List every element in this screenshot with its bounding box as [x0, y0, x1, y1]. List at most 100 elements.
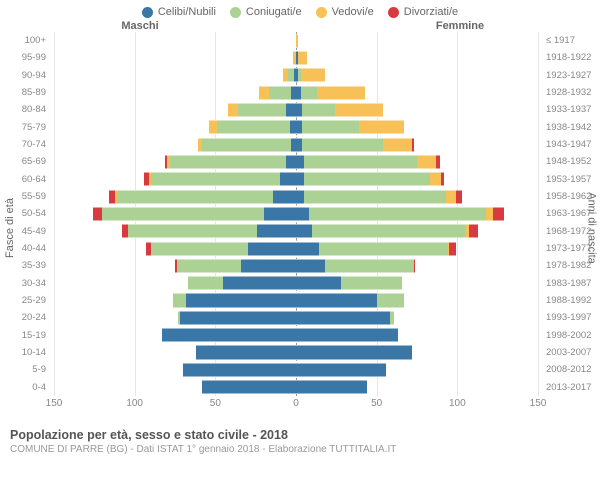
pyramid-row [54, 49, 538, 66]
seg-married [312, 224, 465, 238]
bar-female [296, 120, 538, 134]
bar-female [296, 51, 538, 65]
seg-married [304, 190, 446, 204]
pyramid-row [54, 379, 538, 396]
seg-divorced [414, 259, 416, 273]
y-labels-birth: ≤ 19171918-19221923-19271928-19321933-19… [542, 32, 600, 396]
pyramid-row [54, 292, 538, 309]
seg-single [286, 155, 296, 169]
seg-single [296, 345, 412, 359]
seg-divorced [436, 155, 439, 169]
bar-female [296, 345, 538, 359]
seg-single [264, 207, 296, 221]
seg-married [238, 103, 286, 117]
x-tick-label: 150 [46, 398, 63, 409]
seg-divorced [449, 242, 455, 256]
bar-male [54, 311, 296, 325]
birth-label: 2013-2017 [546, 379, 600, 396]
birth-label: 1993-1997 [546, 309, 600, 326]
age-label: 30-34 [0, 275, 46, 292]
age-label: 10-14 [0, 344, 46, 361]
seg-married [173, 293, 186, 307]
bar-female [296, 293, 538, 307]
age-label: 35-39 [0, 257, 46, 274]
pyramid-row [54, 309, 538, 326]
bar-female [296, 242, 538, 256]
seg-divorced [441, 172, 444, 186]
seg-married [309, 207, 486, 221]
bar-female [296, 328, 538, 342]
seg-single [286, 103, 296, 117]
legend-swatch [230, 7, 241, 18]
pyramid-row [54, 188, 538, 205]
seg-widowed [417, 155, 436, 169]
birth-label: 1958-1962 [546, 188, 600, 205]
age-label: 60-64 [0, 171, 46, 188]
bar-female [296, 34, 538, 48]
seg-married [341, 276, 402, 290]
seg-widowed [209, 120, 217, 134]
x-tick-label: 0 [293, 398, 299, 409]
bar-male [54, 155, 296, 169]
seg-married [128, 224, 257, 238]
x-tick-label: 50 [210, 398, 221, 409]
bar-male [54, 345, 296, 359]
x-tick-label: 100 [449, 398, 466, 409]
birth-label: 1943-1947 [546, 136, 600, 153]
x-axis-labels: 15010050050100150 [54, 398, 538, 412]
bar-male [54, 259, 296, 273]
seg-divorced [412, 138, 414, 152]
birth-label: ≤ 1917 [546, 32, 600, 49]
bar-male [54, 328, 296, 342]
legend-label: Coniugati/e [246, 6, 302, 18]
seg-divorced [469, 224, 479, 238]
seg-single [296, 328, 398, 342]
bar-female [296, 103, 538, 117]
x-tick-label: 150 [530, 398, 547, 409]
bar-female [296, 311, 538, 325]
bar-male [54, 293, 296, 307]
seg-single [223, 276, 296, 290]
birth-label: 1963-1967 [546, 205, 600, 222]
legend-item: Celibi/Nubili [142, 6, 216, 18]
pyramid-row [54, 101, 538, 118]
legend-label: Divorziati/e [404, 6, 458, 18]
birth-label: 1928-1932 [546, 84, 600, 101]
legend-item: Divorziati/e [388, 6, 458, 18]
seg-widowed [383, 138, 412, 152]
age-label: 45-49 [0, 223, 46, 240]
bar-female [296, 190, 538, 204]
birth-label: 1948-1952 [546, 153, 600, 170]
seg-single [273, 190, 296, 204]
birth-label: 1983-1987 [546, 275, 600, 292]
pyramid-row [54, 257, 538, 274]
seg-single [296, 276, 341, 290]
seg-single [296, 190, 304, 204]
seg-widowed [228, 103, 238, 117]
seg-married [117, 190, 273, 204]
age-label: 100+ [0, 32, 46, 49]
y-labels-age: 100+95-9990-9485-8980-8475-7970-7465-696… [0, 32, 50, 396]
age-label: 65-69 [0, 153, 46, 170]
seg-single [280, 172, 296, 186]
seg-single [296, 207, 309, 221]
bar-male [54, 120, 296, 134]
legend-label: Celibi/Nubili [158, 6, 216, 18]
seg-single [257, 224, 296, 238]
legend-swatch [316, 7, 327, 18]
age-label: 80-84 [0, 101, 46, 118]
age-label: 70-74 [0, 136, 46, 153]
birth-label: 1953-1957 [546, 171, 600, 188]
seg-single [296, 224, 312, 238]
bar-male [54, 207, 296, 221]
age-label: 55-59 [0, 188, 46, 205]
bar-male [54, 276, 296, 290]
seg-divorced [456, 190, 462, 204]
bar-female [296, 86, 538, 100]
seg-married [325, 259, 414, 273]
seg-single [162, 328, 296, 342]
seg-married [151, 172, 280, 186]
bar-male [54, 242, 296, 256]
birth-label: 1933-1937 [546, 101, 600, 118]
seg-married [102, 207, 263, 221]
